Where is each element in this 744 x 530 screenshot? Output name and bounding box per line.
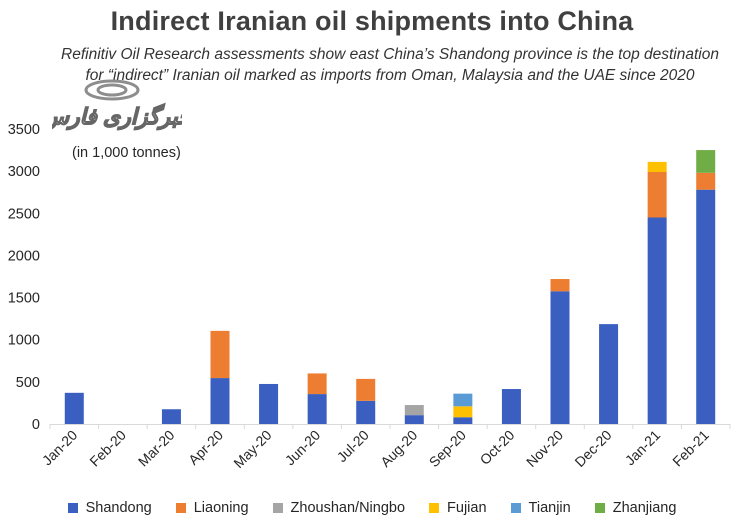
x-tick-label: Nov-20 (523, 427, 566, 470)
bar-segment-zhoushan-ningbo (404, 405, 424, 416)
legend-item: Fujian (429, 500, 487, 516)
chart-subtitle: Refinitiv Oil Research assessments show … (61, 46, 719, 84)
y-tick-label: 0 (32, 417, 40, 433)
legend-item: Shandong (67, 500, 152, 516)
x-tick-label: Feb-20 (86, 427, 129, 470)
bar-segment-liaoning (647, 171, 667, 218)
bar-segment-shandong (696, 189, 716, 424)
bar-segment-liaoning (307, 373, 327, 395)
x-tick-label: Aug-20 (377, 427, 420, 470)
y-tick-label: 1500 (8, 291, 40, 307)
x-tick-label: Dec-20 (571, 427, 614, 470)
bar-segment-shandong (64, 392, 84, 424)
bar-segment-tianjin (453, 393, 473, 407)
bar-segment-liaoning (550, 279, 570, 292)
bar-segment-shandong (453, 417, 473, 424)
bar-segment-fujian (647, 161, 667, 172)
legend-label: Tianjin (528, 500, 571, 516)
bar-segment-shandong (599, 324, 619, 424)
x-tick-label: Sep-20 (426, 427, 469, 470)
bar-segment-shandong (356, 400, 376, 424)
legend-label: Liaoning (193, 500, 249, 516)
y-tick-label: 3000 (8, 164, 40, 180)
legend-item: Liaoning (175, 500, 249, 516)
x-tick-label: Jul-20 (334, 427, 372, 465)
bar-segment-shandong (404, 415, 424, 424)
legend: Shandong Liaoning Zhoushan/Ningbo Fujian Tia… (0, 500, 744, 516)
y-tick-label: 3500 (8, 122, 40, 138)
bar-segment-fujian (453, 406, 473, 418)
plot-area: 0 500 1000 1500 2000 2500 3000 3500 Jan-20 Feb-20… (8, 122, 731, 471)
bar-segment-liaoning (696, 172, 716, 190)
legend-item: Zhoushan/Ningbo (272, 500, 406, 516)
units-note: (in 1,000 tonnes) (72, 145, 181, 161)
x-tick-label: May-20 (230, 427, 274, 471)
x-tick-label: Jun-20 (282, 427, 324, 469)
legend-label: Fujian (447, 500, 487, 516)
legend-swatch (594, 503, 605, 513)
x-tick-label: Apr-20 (185, 427, 226, 468)
legend-swatch (67, 503, 78, 513)
x-tick-label: Mar-20 (135, 427, 178, 470)
bar-segment-shandong (550, 291, 570, 424)
x-tick-label: Feb-21 (669, 427, 712, 470)
bar-segment-shandong (259, 383, 279, 424)
bar-segment-liaoning (356, 378, 376, 401)
legend-swatch (272, 503, 283, 513)
legend-swatch (510, 503, 521, 513)
legend-item: Zhanjiang (594, 500, 677, 516)
bar-segment-zhanjiang (696, 150, 716, 173)
bar-segment-shandong (210, 378, 230, 424)
legend-swatch (175, 503, 186, 513)
legend-label: Zhanjiang (612, 500, 677, 516)
legend-label: Shandong (85, 500, 152, 516)
x-tick-label: Jan-20 (39, 427, 81, 469)
x-tick-label: Jan-21 (622, 427, 664, 469)
chart-title: Indirect Iranian oil shipments into Chin… (110, 6, 634, 36)
bar-segment-shandong (161, 409, 181, 424)
y-tick-label: 2500 (8, 206, 40, 222)
legend-label: Zhoushan/Ningbo (290, 500, 406, 516)
bar-segment-shandong (501, 389, 521, 424)
bar-segment-shandong (307, 394, 327, 424)
bar-segment-liaoning (210, 330, 230, 379)
legend-swatch (429, 503, 440, 513)
legend-item: Tianjin (510, 500, 571, 516)
bar-segment-shandong (647, 217, 667, 424)
y-tick-label: 1000 (8, 333, 40, 349)
y-tick-label: 2000 (8, 248, 40, 264)
news-agency-logo: خبرگزاری فارس (52, 79, 182, 131)
y-tick-label: 500 (16, 375, 40, 391)
x-tick-label: Oct-20 (477, 427, 518, 468)
logo-wordmark: خبرگزاری فارس (52, 103, 182, 130)
